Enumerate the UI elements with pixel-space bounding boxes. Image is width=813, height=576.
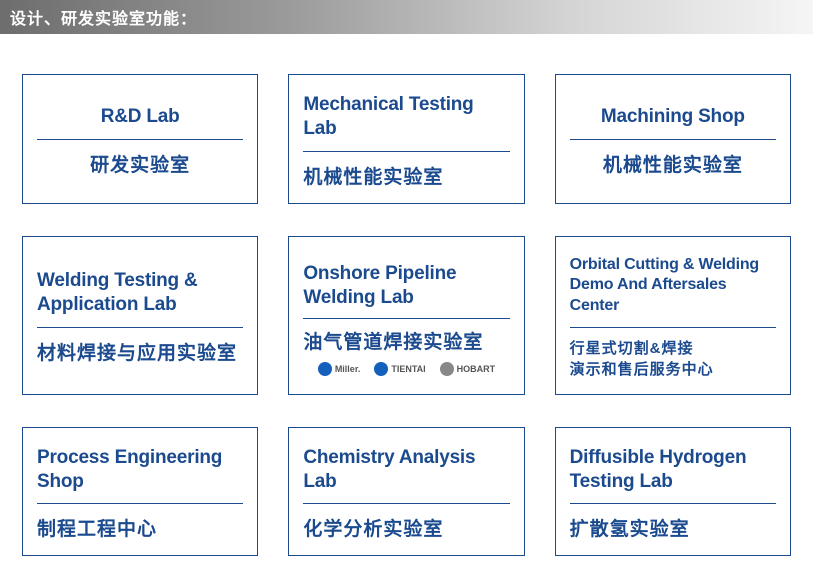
section-header: 设计、研发实验室功能： [0,0,813,34]
card-diffusible-hydrogen: Diffusible Hydrogen Testing Lab 扩散氢实验室 [555,427,791,557]
logo-tientai-text: TIENTAI [391,364,425,374]
card-mechanical-testing: Mechanical Testing Lab 机械性能实验室 [288,74,524,204]
logo-miller: Miller. [318,362,361,376]
card-divider [570,139,776,140]
logo-tientai: TIENTAI [374,362,425,376]
logo-hobart-text: HOBART [457,364,496,374]
logo-hobart-icon [440,362,454,376]
card-process-engineering: Process Engineering Shop 制程工程中心 [22,427,258,557]
card-en-title: Process Engineering Shop [37,446,243,494]
card-cn-title: 研发实验室 [37,150,243,177]
card-divider [570,503,776,504]
card-en-title: Mechanical Testing Lab [303,93,509,141]
card-orbital-cutting: Orbital Cutting & Welding Demo And After… [555,236,791,395]
card-divider [570,327,776,328]
card-divider [37,327,243,328]
card-cn-title: 材料焊接与应用实验室 [37,338,243,365]
card-machining-shop: Machining Shop 机械性能实验室 [555,74,791,204]
card-chemistry-analysis: Chemistry Analysis Lab 化学分析实验室 [288,427,524,557]
logo-hobart: HOBART [440,362,496,376]
card-en-title: Welding Testing & Application Lab [37,269,243,317]
card-divider [37,503,243,504]
card-divider [303,318,509,319]
card-divider [303,503,509,504]
card-cn-title: 制程工程中心 [37,514,243,541]
section-header-title: 设计、研发实验室功能： [10,11,197,28]
card-divider [303,151,509,152]
card-cn-title: 扩散氢实验室 [570,514,776,541]
card-cn-title: 机械性能实验室 [570,150,776,177]
card-welding-testing: Welding Testing & Application Lab 材料焊接与应… [22,236,258,395]
card-en-title: R&D Lab [37,105,243,129]
logo-miller-icon [318,362,332,376]
logo-miller-text: Miller. [335,364,361,374]
card-en-title: Orbital Cutting & Welding Demo And After… [570,255,776,317]
card-en-title: Machining Shop [570,105,776,129]
card-en-title: Diffusible Hydrogen Testing Lab [570,446,776,494]
card-cn-title: 行星式切割&焊接演示和售后服务中心 [570,338,776,380]
card-cn-title: 化学分析实验室 [303,514,509,541]
card-en-title: Chemistry Analysis Lab [303,446,509,494]
card-rd-lab: R&D Lab 研发实验室 [22,74,258,204]
card-cn-title: 机械性能实验室 [303,162,509,189]
card-divider [37,139,243,140]
card-onshore-pipeline: Onshore Pipeline Welding Lab 油气管道焊接实验室 M… [288,236,524,395]
logo-tientai-icon [374,362,388,376]
card-cn-title: 油气管道焊接实验室 [303,327,509,354]
card-en-title: Onshore Pipeline Welding Lab [303,262,509,310]
brand-logos: Miller. TIENTAI HOBART [303,362,509,376]
lab-grid: R&D Lab 研发实验室 Mechanical Testing Lab 机械性… [0,34,813,576]
